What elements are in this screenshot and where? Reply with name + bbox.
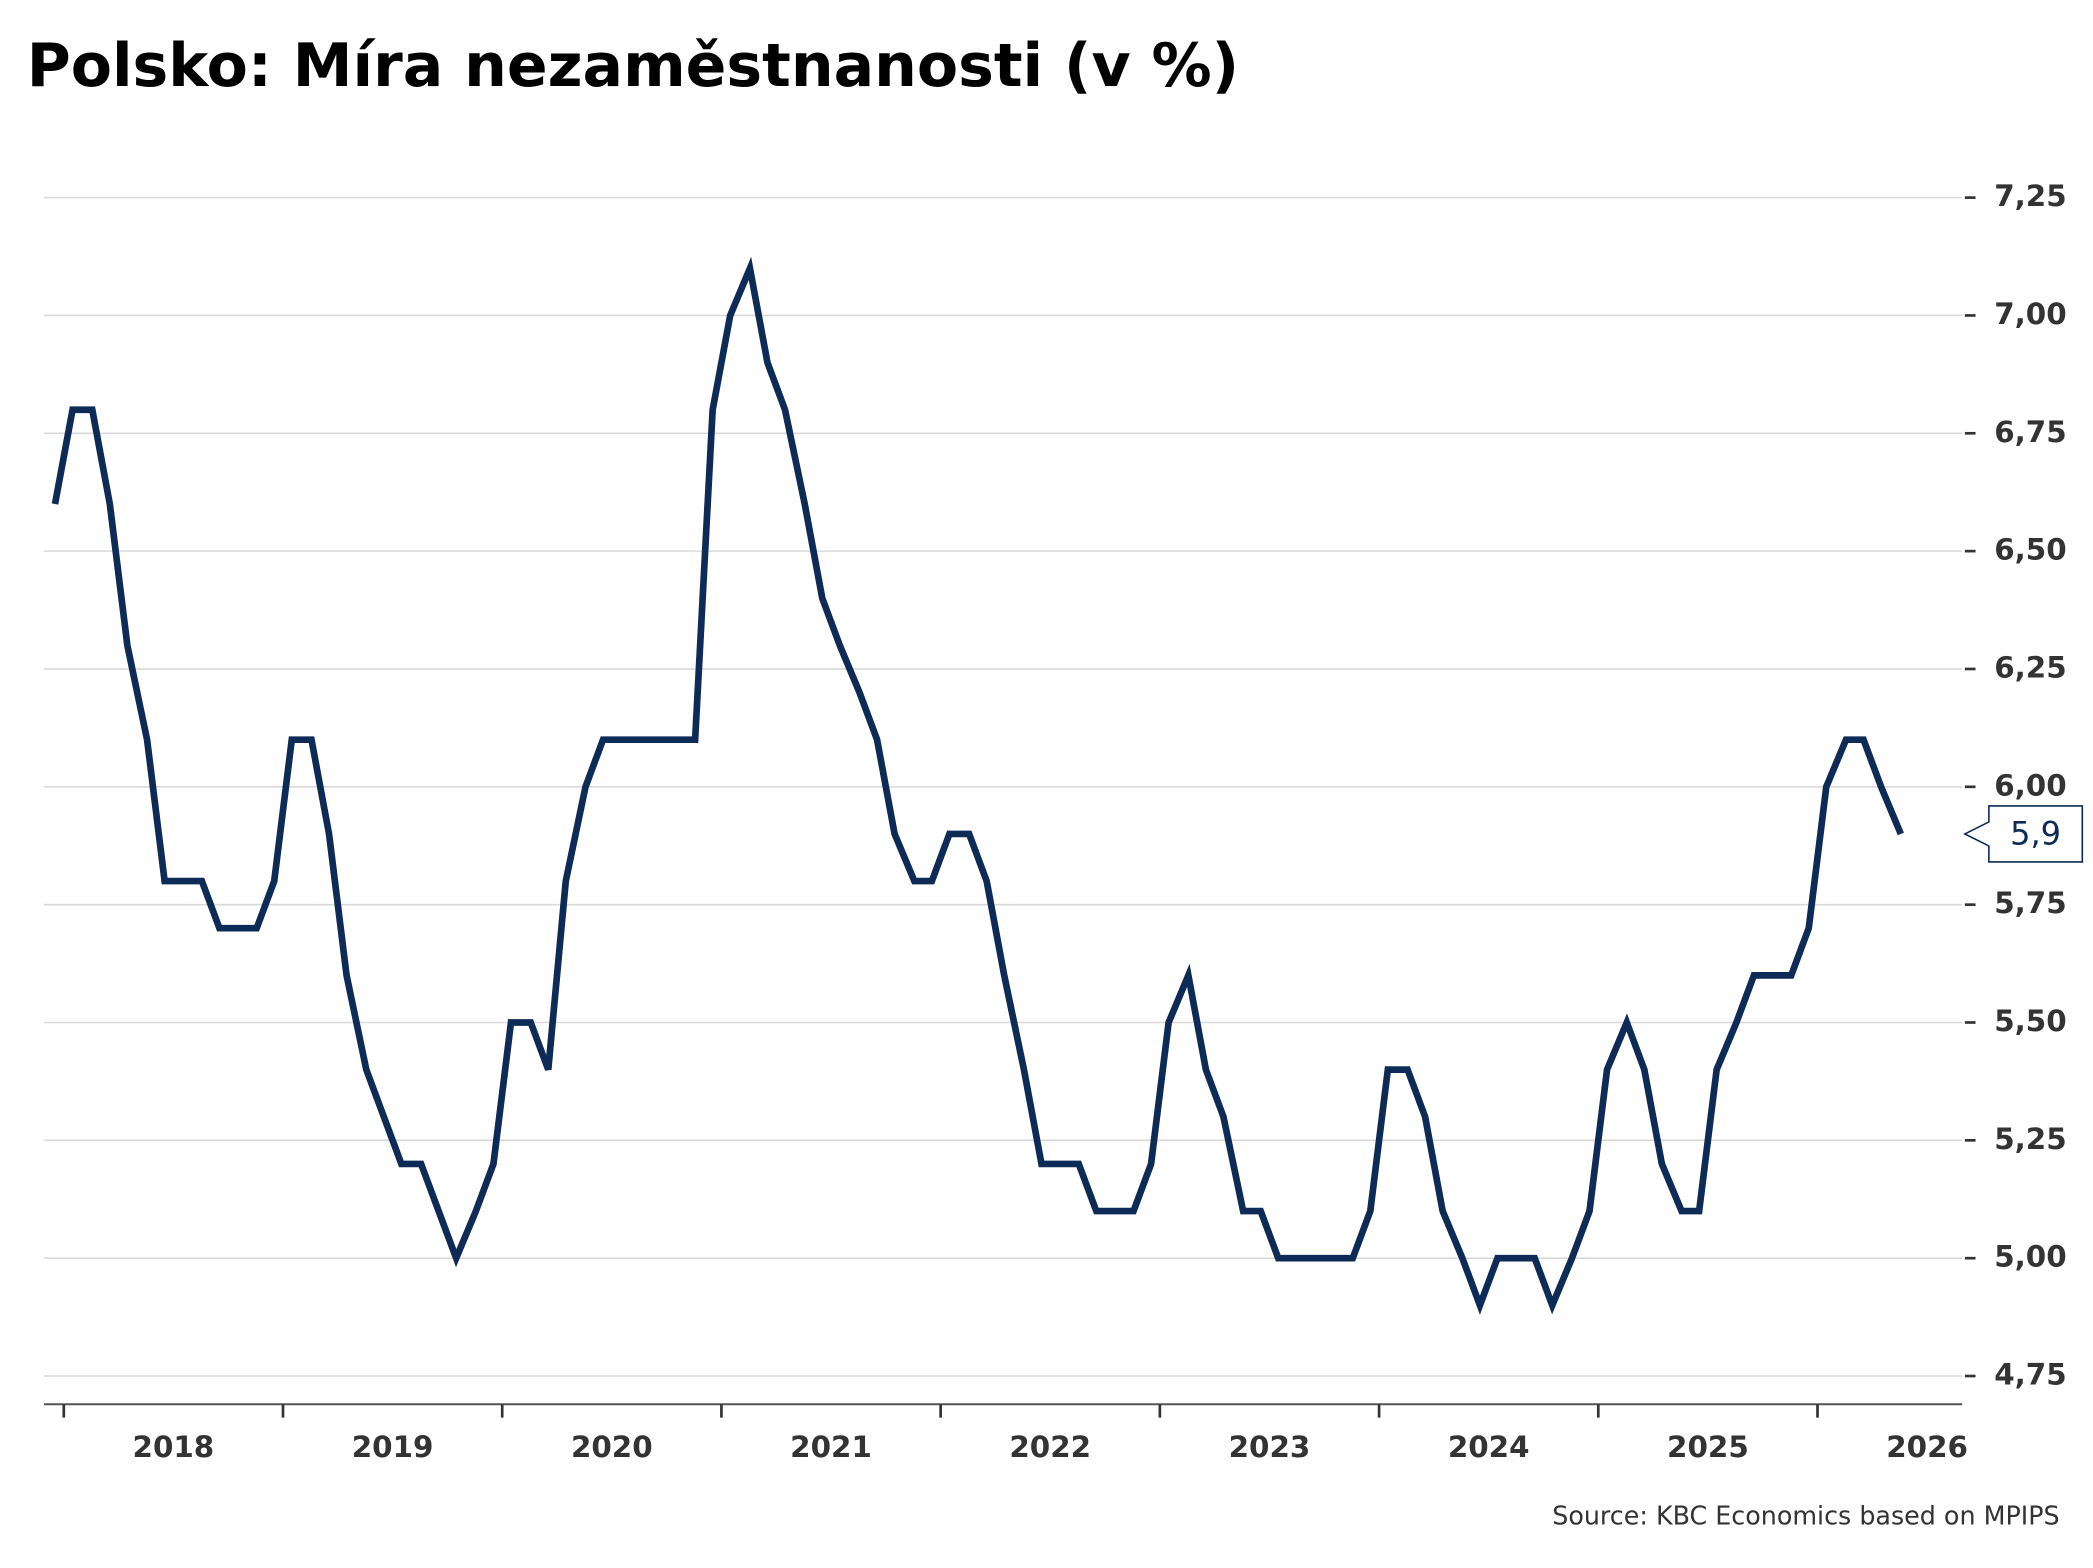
y-tick-label: 4,75 [1994,1358,2066,1392]
x-tick-label: 2022 [1009,1430,1091,1464]
y-tick-label: 6,00 [1994,768,2066,802]
x-tick-label: 2021 [790,1430,872,1464]
chart-title: Polsko: Míra nezaměstnanosti (v %) [27,31,1239,101]
y-tick-label: 5,00 [1994,1240,2066,1274]
y-tick-label: 7,00 [1994,297,2066,331]
x-tick-label: 2024 [1448,1430,1530,1464]
x-tick-label: 2025 [1667,1430,1749,1464]
y-tick-label: 6,25 [1994,650,2066,684]
value-label: 5,9 [2010,814,2061,852]
x-tick-label: 2023 [1229,1430,1311,1464]
y-tick-label: 5,25 [1994,1122,2066,1156]
y-tick-label: 7,25 [1994,179,2066,213]
data-line [51,256,1904,1315]
y-tick-label: 6,50 [1994,533,2066,567]
x-tick-label: 2019 [352,1430,434,1464]
x-tick-label: 2018 [133,1430,215,1464]
source-note: Source: KBC Economics based on MPIPS [1552,1501,2059,1531]
y-tick-label: 6,75 [1994,415,2066,449]
y-tick-label: 5,50 [1994,1004,2066,1038]
y-tick-label: 5,75 [1994,886,2066,920]
x-tick-label: 2026 [1886,1430,1968,1464]
x-tick-label: 2020 [571,1430,653,1464]
value-callout [1963,805,2084,863]
